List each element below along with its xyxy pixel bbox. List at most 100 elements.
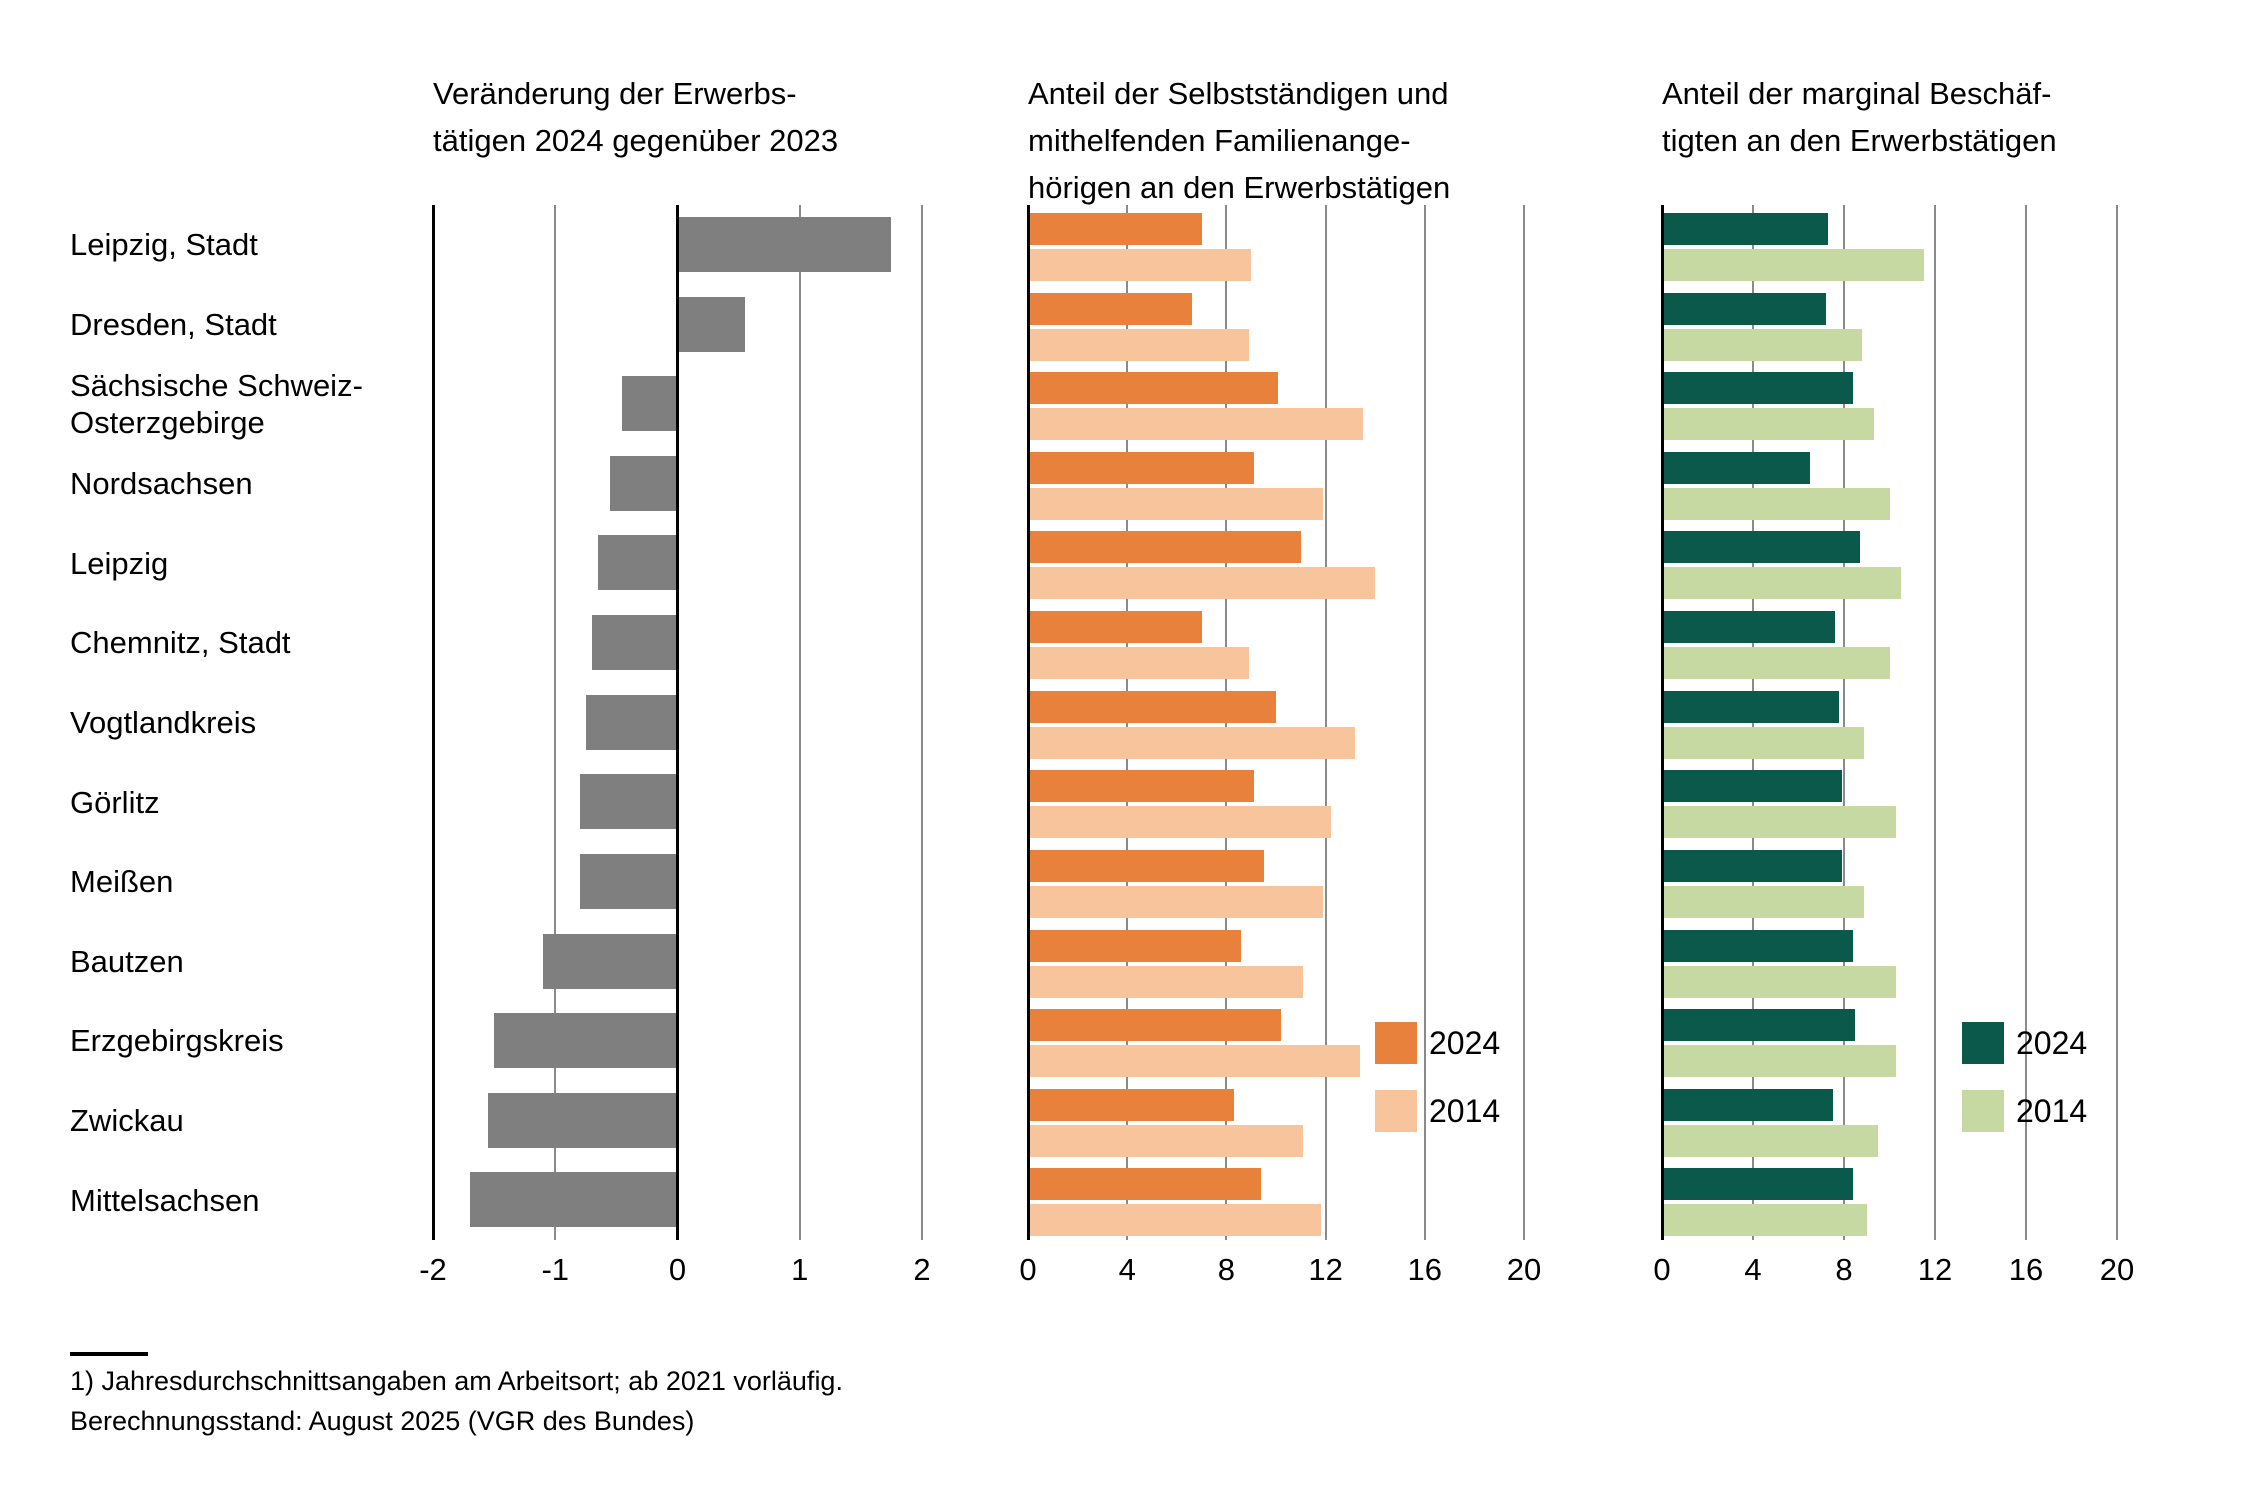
bar-2014-Nordsachsen	[1028, 487, 1324, 520]
region-label-Meißen: Meißen	[70, 864, 174, 900]
legend-label-2024: 2024	[2016, 1024, 2088, 1061]
bar-2014-Bautzen	[1662, 965, 1897, 998]
footnote-line-1: 1) Jahresdurchschnittsangaben am Arbeits…	[70, 1366, 843, 1396]
bar-2024-Chemnitz, Stadt	[1028, 611, 1202, 644]
bar-2024-Leipzig, Stadt	[1662, 213, 1829, 245]
bar-2014-Leipzig	[1662, 567, 1901, 600]
region-label-Chemnitz, Stadt: Chemnitz, Stadt	[70, 625, 291, 661]
bar-2014-Vogtlandkreis	[1028, 726, 1356, 759]
gridline--1	[554, 205, 557, 1240]
region-label-Erzgebirgskreis: Erzgebirgskreis	[70, 1023, 284, 1059]
bar-2024-Bautzen	[1028, 929, 1242, 962]
gridline-8	[1843, 205, 1845, 1240]
legend-marginal: 2024 2014	[1962, 1022, 2087, 1158]
bar-2024-Mittelsachsen	[1028, 1168, 1262, 1201]
bar-2024-Meißen	[1662, 849, 1842, 882]
axis-marginal: 0 4 8 12 16 20	[1653, 1252, 2134, 1292]
bar-2014-Görlitz	[1028, 806, 1331, 839]
region-label-Bautzen: Bautzen	[70, 943, 184, 979]
tick-label-8: 8	[1217, 1252, 1236, 1287]
bar-change-Nordsachsen	[610, 455, 678, 511]
gridline-0	[1660, 205, 1664, 1240]
tick-label--2: -2	[419, 1252, 447, 1287]
bar-2014-Mittelsachsen	[1028, 1204, 1321, 1237]
bar-2024-Mittelsachsen	[1662, 1168, 1854, 1201]
gridline-16	[1423, 205, 1426, 1240]
bar-2014-Meißen	[1028, 885, 1324, 918]
gridline-16	[2025, 205, 2027, 1240]
panel-change-title-line2: tätigen 2024 gegenüber 2023	[433, 123, 839, 158]
bar-2024-Zwickau	[1662, 1088, 1833, 1121]
tick-label-8: 8	[1835, 1252, 1853, 1287]
bar-change-Görlitz	[579, 774, 678, 830]
bar-2024-Bautzen	[1662, 929, 1854, 962]
bar-2014-Leipzig, Stadt	[1028, 249, 1252, 281]
tick-label-4: 4	[1744, 1252, 1762, 1287]
gridline-12	[1324, 205, 1327, 1240]
legend-swatch-2014-orange	[1375, 1090, 1417, 1132]
tick-label-20: 20	[1506, 1252, 1542, 1287]
tick-label-2: 2	[913, 1252, 931, 1287]
bar-2024-Leipzig	[1662, 531, 1860, 564]
legend-item-2014: 2014	[1962, 1090, 2087, 1132]
legend-label-2014: 2014	[1429, 1092, 1501, 1129]
bar-2014-Dresden, Stadt	[1662, 328, 1863, 361]
bar-2014-Leipzig	[1028, 567, 1376, 600]
bar-change-Sächsische Schweiz-Osterzgebirge	[622, 376, 678, 432]
bar-2014-Erzgebirgskreis	[1662, 1045, 1897, 1078]
bar-2024-Dresden, Stadt	[1028, 292, 1192, 325]
legend-item-2024: 2024	[1962, 1022, 2087, 1064]
panel-marginal	[1660, 205, 2118, 1240]
bar-2024-Vogtlandkreis	[1028, 690, 1276, 723]
bar-2024-Leipzig	[1028, 531, 1301, 564]
bar-2024-Erzgebirgskreis	[1028, 1009, 1281, 1042]
panel-change	[431, 205, 923, 1240]
bar-2014-Erzgebirgskreis	[1028, 1045, 1361, 1078]
panel-marginal-title: Anteil der marginal Beschäf- tigten an d…	[1662, 70, 2057, 164]
region-label-Leipzig: Leipzig	[70, 545, 169, 581]
gridline--2	[431, 205, 435, 1240]
legend-swatch-2024-orange	[1375, 1022, 1417, 1064]
bar-2014-Görlitz	[1662, 806, 1897, 839]
bar-change-Zwickau	[488, 1092, 678, 1148]
panel-marginal-title-line1: Anteil der marginal Beschäf-	[1662, 76, 2052, 111]
gridline-0	[1026, 205, 1030, 1240]
gridline-20	[1523, 205, 1525, 1240]
bar-2024-Erzgebirgskreis	[1662, 1009, 1856, 1042]
tick-label-16: 16	[2008, 1252, 2044, 1287]
tick-label-12: 12	[1308, 1252, 1343, 1287]
bar-2024-Vogtlandkreis	[1662, 690, 1840, 723]
panel-self-employed	[1026, 205, 1525, 1240]
legend-self-employed: 2024 2014	[1375, 1022, 1500, 1158]
bar-2014-Meißen	[1662, 885, 1865, 918]
region-label-Dresden, Stadt: Dresden, Stadt	[70, 306, 277, 342]
axis-change: -2 -1 0 1 2	[419, 1252, 930, 1292]
axis-self-employed: 0 4 8 12 16 20	[1019, 1252, 1541, 1292]
bar-2024-Meißen	[1028, 849, 1264, 882]
bar-change-Dresden, Stadt	[677, 296, 745, 352]
bar-2014-Chemnitz, Stadt	[1028, 647, 1249, 680]
bar-2024-Nordsachsen	[1028, 451, 1254, 484]
panel-change-title-line1: Veränderung der Erwerbs-	[433, 76, 797, 111]
panel-self-employed-title: Anteil der Selbstständigen und mithelfen…	[1028, 70, 1450, 211]
gridline-1	[798, 205, 801, 1240]
panel-self-employed-title-line3: hörigen an den Erwerbstätigen	[1028, 170, 1451, 205]
bar-2014-Sächsische Schweiz-Osterzgebirge	[1028, 408, 1363, 441]
bar-2014-Dresden, Stadt	[1028, 328, 1249, 361]
bar-2024-Sächsische Schweiz-Osterzgebirge	[1028, 372, 1279, 405]
legend-item-2024: 2024	[1375, 1022, 1500, 1064]
bar-2014-Sächsische Schweiz-Osterzgebirge	[1662, 408, 1874, 441]
panel-self-employed-title-line2: mithelfenden Familienange-	[1028, 123, 1411, 158]
tick-label-16: 16	[1407, 1252, 1443, 1287]
region-label-Sächsische Schweiz-Osterzgebirge: Sächsische Schweiz- Osterzgebirge	[70, 368, 363, 441]
panel-change-title: Veränderung der Erwerbs- tätigen 2024 ge…	[433, 70, 838, 164]
bar-2024-Görlitz	[1662, 770, 1842, 803]
gridline-2	[921, 205, 923, 1240]
footnote-rule	[70, 1352, 148, 1356]
bar-2024-Zwickau	[1028, 1088, 1234, 1121]
bar-2024-Chemnitz, Stadt	[1662, 611, 1835, 644]
legend-label-2024: 2024	[1429, 1024, 1501, 1061]
bar-2014-Bautzen	[1028, 965, 1304, 998]
bar-change-Leipzig	[598, 535, 678, 591]
bar-change-Bautzen	[543, 933, 678, 989]
